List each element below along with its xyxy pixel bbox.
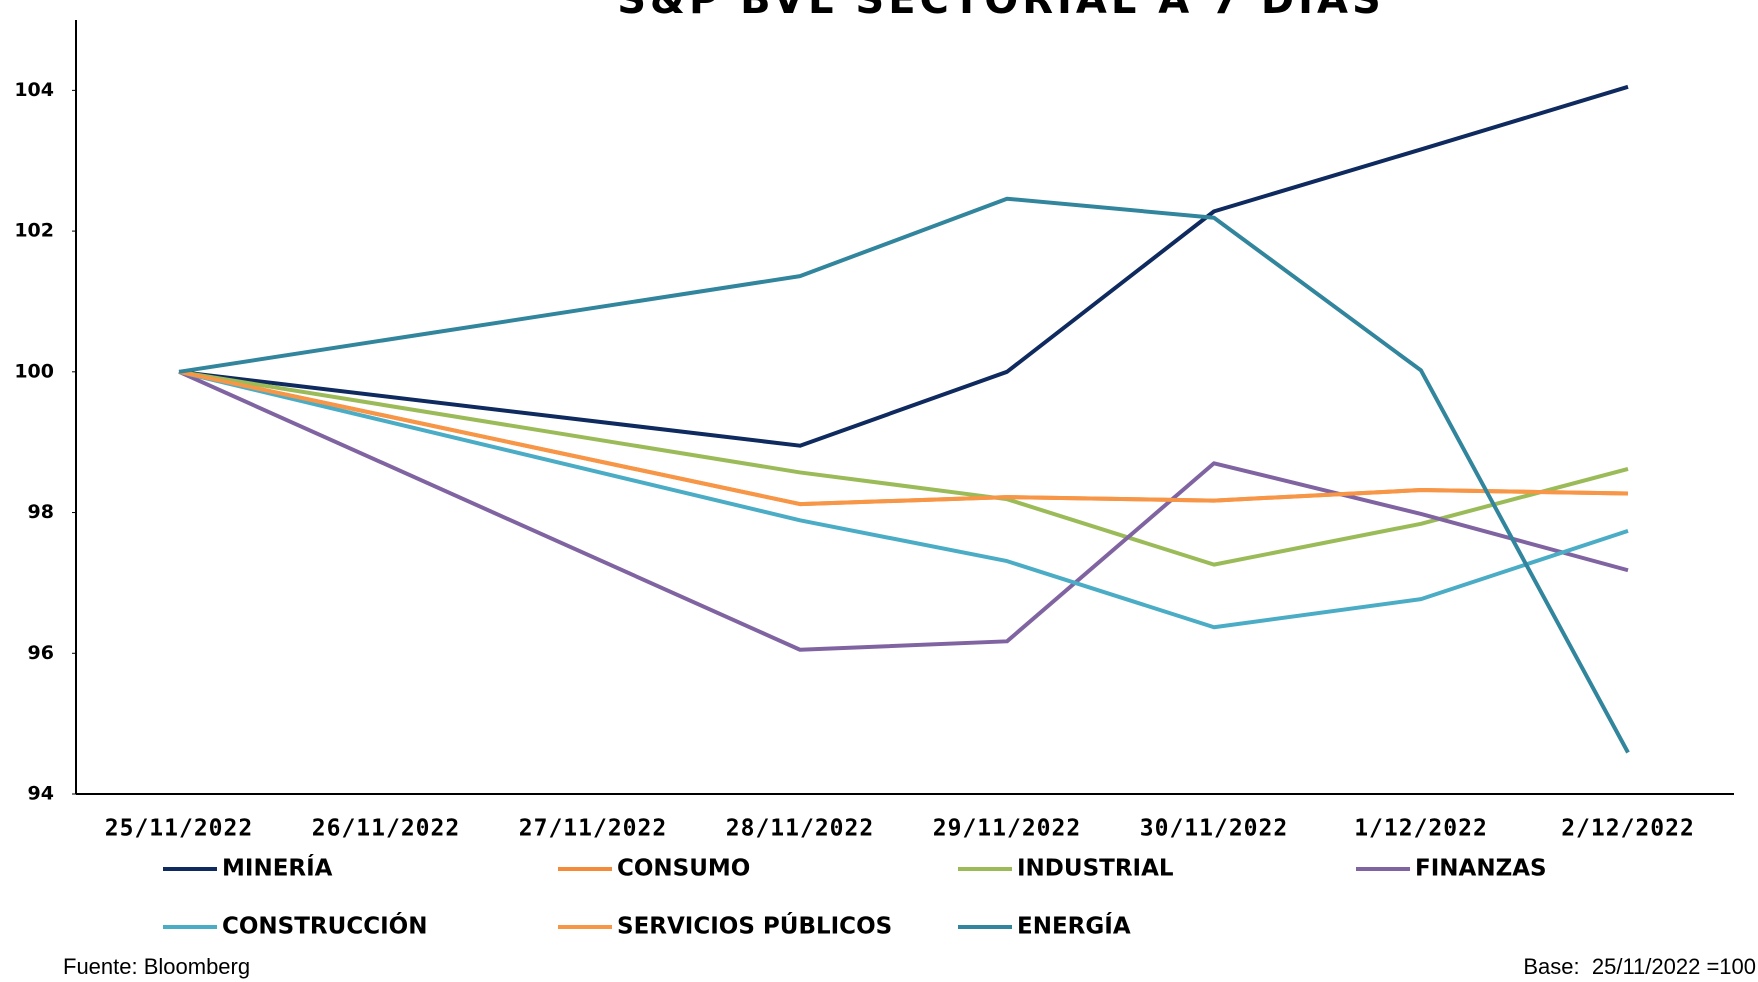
x-tick-label: 27/11/2022 bbox=[519, 816, 667, 842]
x-tick-label: 29/11/2022 bbox=[933, 816, 1081, 842]
x-tick-label: 2/12/2022 bbox=[1561, 816, 1695, 842]
y-tick-label: 94 bbox=[28, 783, 54, 805]
x-tick-label: 25/11/2022 bbox=[105, 816, 253, 842]
legend-label: CONSUMO bbox=[617, 856, 750, 882]
base-note: Base: 25/11/2022 =100 bbox=[1523, 954, 1756, 979]
series-line bbox=[178, 369, 1629, 652]
series-line bbox=[178, 369, 1629, 507]
legend-label: FINANZAS bbox=[1415, 856, 1547, 882]
y-tick-label: 104 bbox=[14, 79, 54, 101]
legend-label: CONSTRUCCIÓN bbox=[222, 912, 427, 940]
y-tick-label: 98 bbox=[28, 501, 54, 523]
legend-label: SERVICIOS PÚBLICOS bbox=[617, 912, 892, 940]
legend-label: ENERGÍA bbox=[1017, 912, 1131, 940]
chart-title: S&P BVL SECTORIAL A 7 DÍAS bbox=[617, 0, 1385, 23]
legend-label: INDUSTRIAL bbox=[1017, 856, 1174, 882]
series-line bbox=[178, 196, 1630, 754]
series-line bbox=[178, 369, 1629, 630]
x-tick-label: 26/11/2022 bbox=[312, 816, 460, 842]
source-note: Fuente: Bloomberg bbox=[63, 954, 250, 979]
y-tick-label: 100 bbox=[14, 360, 54, 382]
y-tick-label: 102 bbox=[14, 220, 54, 242]
x-tick-label: 30/11/2022 bbox=[1140, 816, 1288, 842]
series-line bbox=[178, 84, 1629, 448]
series-line bbox=[178, 369, 1629, 567]
x-tick-label: 28/11/2022 bbox=[726, 816, 874, 842]
y-tick-label: 96 bbox=[28, 642, 54, 664]
legend-label: MINERÍA bbox=[222, 854, 333, 882]
x-tick-label: 1/12/2022 bbox=[1354, 816, 1488, 842]
